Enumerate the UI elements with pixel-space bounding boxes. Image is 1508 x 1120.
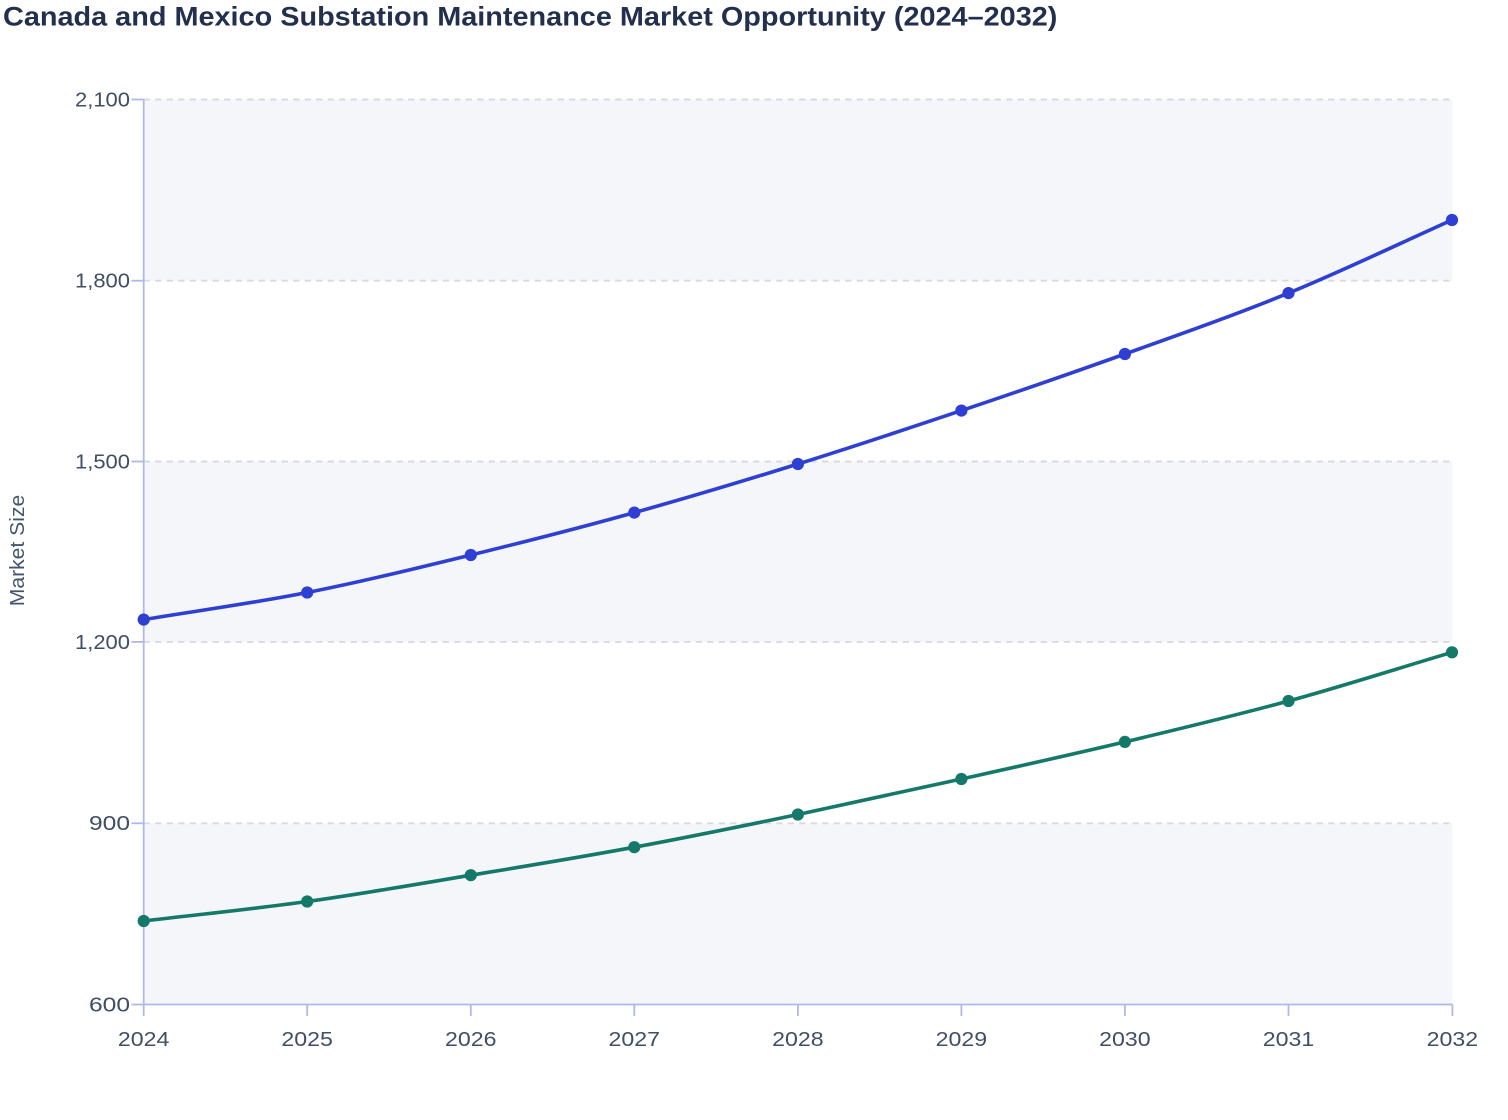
svg-text:2024: 2024 [118,1028,170,1051]
svg-text:1,500: 1,500 [75,450,130,473]
svg-text:2031: 2031 [1263,1028,1315,1051]
svg-text:2,100: 2,100 [75,88,130,111]
svg-text:600: 600 [89,993,130,1016]
svg-text:2028: 2028 [772,1028,824,1051]
svg-text:1,200: 1,200 [75,631,130,654]
svg-text:1,800: 1,800 [75,270,130,293]
svg-text:2025: 2025 [281,1028,333,1051]
svg-text:Market Size: Market Size [7,495,29,607]
svg-text:900: 900 [89,812,130,835]
svg-text:2026: 2026 [445,1028,497,1051]
svg-text:2030: 2030 [1099,1028,1151,1051]
svg-text:Canada and Mexico Substation M: Canada and Mexico Substation Maintenance… [3,1,1057,31]
svg-text:2027: 2027 [609,1028,661,1051]
svg-text:2032: 2032 [1427,1028,1479,1051]
svg-text:2029: 2029 [936,1028,988,1051]
